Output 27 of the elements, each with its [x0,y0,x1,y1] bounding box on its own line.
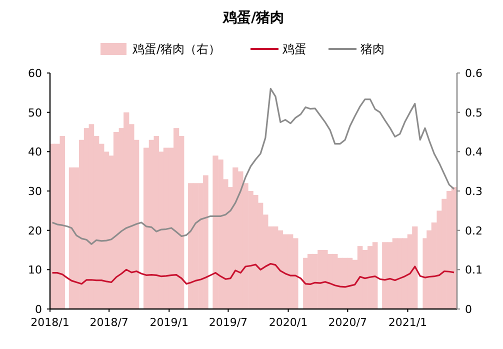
y2-tick-label: 0.6 [465,67,482,80]
y2-tick-label: 0.5 [465,106,482,120]
line-series [51,262,455,288]
y-tick-label: 0 [35,303,42,316]
y-tick-label: 50 [28,106,42,120]
y2-tick-label: 0.1 [465,264,482,277]
legend-label: 猪肉 [360,42,384,56]
y-tick-label: 60 [28,67,42,80]
x-tick-label: 2019/1 [150,316,188,329]
x-tick-label: 2020/1 [268,316,308,329]
chart-title: 鸡蛋/猪肉 [222,10,284,26]
x-tick-label: 2021/1 [388,316,428,329]
y-tick-label: 10 [28,264,42,277]
x-tick-label: 2019/7 [208,316,248,329]
legend-label: 鸡蛋 [282,42,306,56]
y2-tick-label: 0.4 [465,146,482,159]
y-tick-label: 40 [28,146,42,159]
line-series [51,88,455,245]
x-tick-label: 2018/7 [90,316,128,329]
y2-tick-label: 0 [465,303,472,316]
y2-tick-label: 0.2 [465,224,482,238]
x-tick-label: 2020/7 [328,316,368,329]
y2-tick-label: 0.3 [465,185,482,198]
y-tick-label: 20 [28,224,42,238]
y-tick-label: 30 [28,185,42,198]
x-tick-label: 2018/1 [30,316,70,329]
legend-label: 鸡蛋/猪肉（右） [132,42,221,56]
